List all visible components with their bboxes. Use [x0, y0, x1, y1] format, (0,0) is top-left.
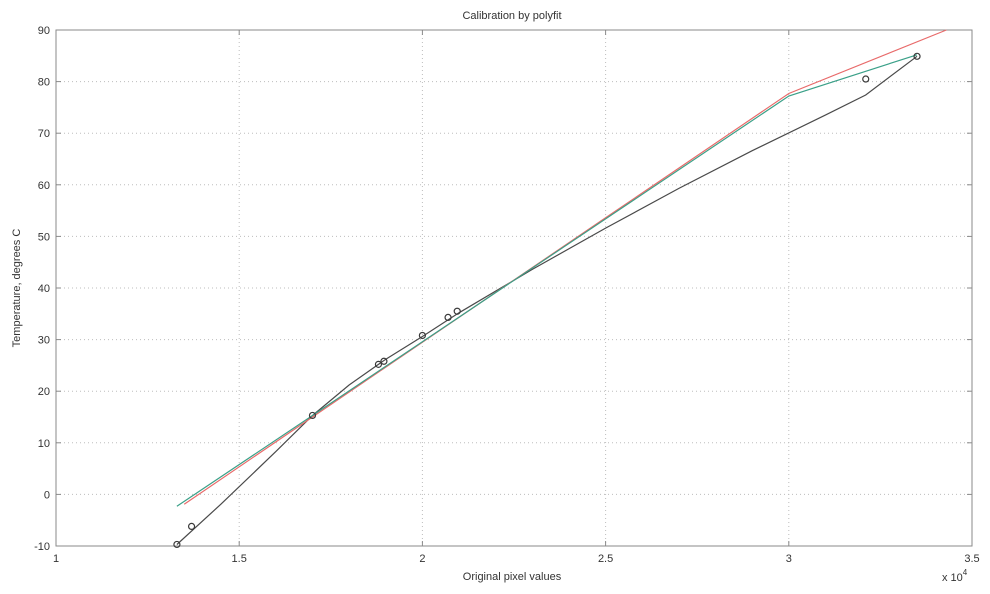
data-point — [913, 52, 921, 60]
y-tick-label: 70 — [38, 128, 50, 140]
series-line-1 — [176, 55, 918, 545]
series-lines — [176, 29, 947, 545]
y-tick-label: 80 — [38, 77, 50, 89]
y-tick-label: 30 — [38, 335, 50, 347]
y-ticks: -10 0 10 20 30 40 50 60 70 80 90 — [34, 25, 972, 553]
data-point — [380, 357, 388, 365]
data-point — [862, 75, 870, 83]
x-tick-label: 1 — [53, 553, 59, 565]
chart-title: Calibration by polyfit — [462, 10, 561, 22]
y-tick-label: 60 — [38, 180, 50, 192]
x-ticks: 1 1.5 2 2.5 3 3.5 — [53, 30, 980, 565]
y-tick-label: 10 — [38, 438, 50, 450]
y-tick-label: 0 — [44, 489, 50, 501]
y-tick-label: 50 — [38, 231, 50, 243]
series-line-3 — [176, 54, 918, 507]
grid-lines — [56, 30, 972, 546]
y-tick-label: 90 — [38, 25, 50, 37]
y-axis-label: Temperature, degrees C — [11, 229, 23, 348]
y-tick-label: 40 — [38, 283, 50, 295]
data-point — [418, 331, 426, 340]
x-axis-label: Original pixel values — [463, 571, 562, 583]
x-tick-label: 2.5 — [598, 553, 613, 565]
data-point — [374, 360, 383, 368]
x-exponent-label: x 104 — [942, 568, 968, 584]
data-point — [187, 522, 196, 530]
x-tick-label: 1.5 — [232, 553, 247, 565]
data-point — [173, 540, 181, 549]
y-tick-label: -10 — [34, 541, 50, 553]
x-exponent-power: 4 — [963, 568, 968, 577]
x-tick-label: 3.5 — [964, 553, 979, 565]
data-point — [308, 411, 317, 420]
series-markers — [173, 52, 921, 549]
data-point — [444, 313, 452, 322]
series-line-2 — [183, 29, 947, 505]
x-tick-label: 3 — [786, 553, 792, 565]
data-point — [453, 307, 461, 315]
x-tick-label: 2 — [419, 553, 425, 565]
y-tick-label: 20 — [38, 386, 50, 398]
x-exponent-base: x 10 — [942, 572, 963, 584]
plot-frame — [55, 29, 973, 547]
